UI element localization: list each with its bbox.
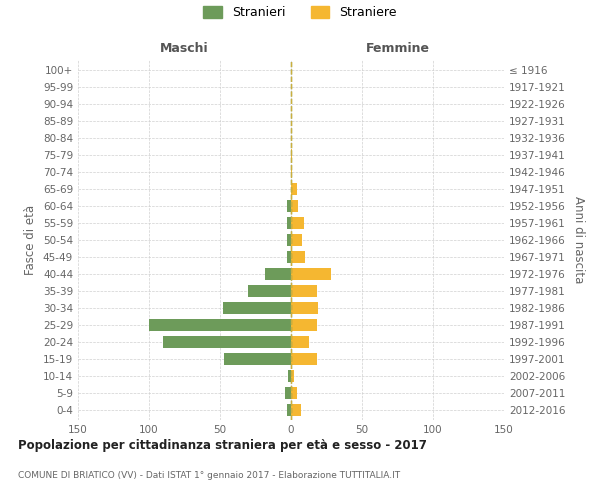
Bar xyxy=(291,251,305,263)
Bar xyxy=(291,370,294,382)
Bar xyxy=(288,370,291,382)
Text: Popolazione per cittadinanza straniera per età e sesso - 2017: Popolazione per cittadinanza straniera p… xyxy=(18,440,427,452)
Bar xyxy=(291,166,292,178)
Bar xyxy=(287,404,291,416)
Bar xyxy=(265,268,291,280)
Text: Femmine: Femmine xyxy=(365,42,430,55)
Bar xyxy=(149,319,291,331)
Bar xyxy=(248,285,291,297)
Text: COMUNE DI BRIATICO (VV) - Dati ISTAT 1° gennaio 2017 - Elaborazione TUTTITALIA.I: COMUNE DI BRIATICO (VV) - Dati ISTAT 1° … xyxy=(18,471,400,480)
Bar xyxy=(287,251,291,263)
Bar xyxy=(291,234,302,246)
Y-axis label: Fasce di età: Fasce di età xyxy=(25,205,37,275)
Bar xyxy=(224,353,291,365)
Bar xyxy=(291,285,317,297)
Bar xyxy=(287,200,291,212)
Bar xyxy=(286,386,291,399)
Bar xyxy=(291,404,301,416)
Bar xyxy=(287,234,291,246)
Bar xyxy=(291,217,304,229)
Bar xyxy=(291,302,318,314)
Legend: Stranieri, Straniere: Stranieri, Straniere xyxy=(198,1,402,24)
Bar xyxy=(291,336,310,348)
Bar xyxy=(163,336,291,348)
Bar xyxy=(223,302,291,314)
Bar xyxy=(291,353,317,365)
Bar xyxy=(291,268,331,280)
Bar xyxy=(291,319,317,331)
Bar xyxy=(287,217,291,229)
Y-axis label: Anni di nascita: Anni di nascita xyxy=(572,196,585,284)
Bar xyxy=(291,183,296,195)
Bar xyxy=(291,149,292,161)
Bar xyxy=(291,200,298,212)
Text: Maschi: Maschi xyxy=(160,42,209,55)
Bar xyxy=(291,386,296,399)
